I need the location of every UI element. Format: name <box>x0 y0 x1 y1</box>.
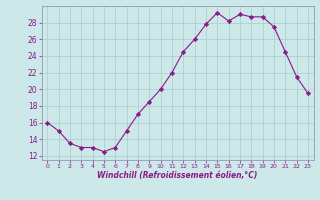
X-axis label: Windchill (Refroidissement éolien,°C): Windchill (Refroidissement éolien,°C) <box>97 171 258 180</box>
